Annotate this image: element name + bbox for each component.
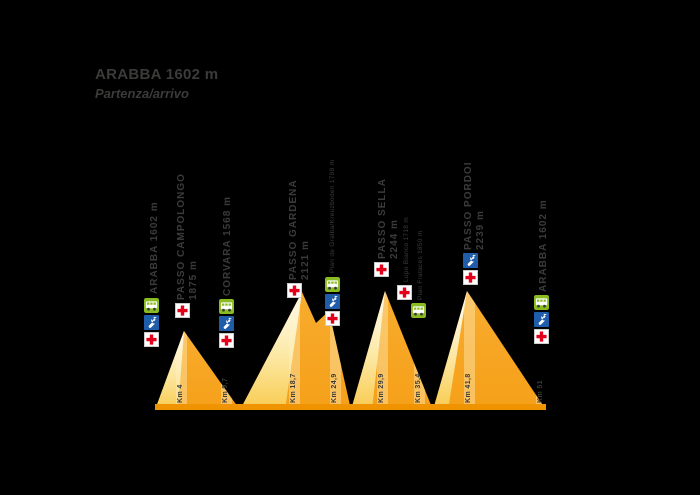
waypoint-label-line: PASSO CAMPOLONGO — [176, 173, 187, 300]
first-aid-cross-icon — [287, 283, 302, 298]
waypoint-label-line: 2244 m — [389, 219, 400, 259]
waypoint-icon-stack-5 — [374, 262, 389, 277]
km-mark-2: Km 18,7 — [290, 373, 297, 403]
waypoint-icon-stack-2 — [219, 299, 234, 348]
first-aid-cross-icon — [534, 329, 549, 344]
waypoint-label-8: PASSO PORDOI 2239 m — [463, 162, 487, 251]
km-mark-4: Km 29,9 — [378, 373, 385, 403]
wrench-service-icon — [534, 312, 549, 327]
km-stripe-5 — [414, 291, 425, 404]
km-stripe-0 — [176, 291, 187, 404]
first-aid-cross-icon — [144, 332, 159, 347]
km-mark-7: Km 51 — [537, 379, 544, 403]
km-mark-3: Km 24,9 — [331, 373, 338, 403]
page-subtitle: Partenza/arrivo — [95, 86, 189, 101]
wrench-service-icon — [144, 315, 159, 330]
shuttle-bus-icon — [219, 299, 234, 314]
first-aid-cross-icon — [374, 262, 389, 277]
shuttle-bus-icon — [325, 277, 340, 292]
waypoint-label-1: PASSO CAMPOLONGO 1875 m — [176, 173, 200, 300]
km-mark-5: Km 35,4 — [415, 373, 422, 403]
mountain-light-face-2 — [351, 291, 385, 410]
waypoint-icon-stack-6 — [397, 285, 412, 300]
waypoint-label-line: 2239 m — [475, 210, 486, 250]
wrench-service-icon — [325, 294, 340, 309]
first-aid-cross-icon — [175, 303, 190, 318]
waypoint-icon-stack-9 — [534, 295, 549, 344]
waypoint-icon-stack-0 — [144, 298, 159, 347]
first-aid-cross-icon — [463, 270, 478, 285]
km-mark-1: Km 9,7 — [222, 377, 229, 403]
waypoint-label-6: Lupo Bianco 1718 m — [403, 217, 411, 282]
waypoint-label-line: CORVARA 1568 m — [222, 196, 233, 296]
shuttle-bus-icon — [144, 298, 159, 313]
waypoint-icon-stack-1 — [175, 303, 190, 318]
waypoint-label-line: Lupo Bianco 1718 m — [403, 216, 410, 282]
mountain-light-face-1 — [240, 292, 302, 410]
waypoint-label-line: PASSO SELLA — [377, 178, 388, 259]
km-stripe-3 — [330, 291, 341, 404]
km-stripe-6 — [464, 291, 475, 404]
waypoint-icon-stack-4 — [325, 277, 340, 326]
waypoint-label-7: Pian Frataces 1850 m — [417, 230, 425, 300]
wrench-service-icon — [219, 316, 234, 331]
waypoint-label-2: CORVARA 1568 m — [222, 196, 234, 296]
first-aid-cross-icon — [325, 311, 340, 326]
waypoint-label-line: Pian Frataces 1850 m — [417, 230, 424, 300]
waypoint-label-0: ARABBA 1602 m — [149, 201, 161, 294]
waypoint-label-9: ARABBA 1602 m — [538, 199, 550, 292]
waypoint-label-line: PASSO PORDOI — [463, 161, 474, 251]
first-aid-cross-icon — [219, 333, 234, 348]
km-mark-6: Km 41,8 — [465, 373, 472, 403]
first-aid-cross-icon — [397, 285, 412, 300]
waypoint-label-line: Plan de Gralba/Kreuzboden 1798 m — [329, 159, 336, 273]
waypoint-label-line: ARABBA 1602 m — [149, 201, 160, 294]
waypoint-label-line: ARABBA 1602 m — [538, 199, 549, 292]
waypoint-label-line: 1875 m — [188, 260, 199, 300]
mountain-light-face-0 — [155, 331, 184, 410]
wrench-service-icon — [463, 253, 478, 268]
km-mark-0: Km 4 — [177, 384, 184, 403]
page-title: ARABBA 1602 m — [95, 66, 219, 83]
shuttle-bus-icon — [411, 303, 426, 318]
waypoint-label-4: Plan de Gralba/Kreuzboden 1798 m — [329, 160, 337, 273]
waypoint-label-5: PASSO SELLA 2244 m — [377, 178, 401, 259]
km-stripe-2 — [289, 291, 300, 404]
profile-base-strip — [155, 404, 546, 410]
title-block: ARABBA 1602 m Partenza/arrivo — [95, 66, 218, 101]
waypoint-label-3: PASSO GARDENA 2121 m — [288, 179, 312, 280]
shuttle-bus-icon — [534, 295, 549, 310]
mountain-light-face-3 — [433, 291, 467, 410]
waypoint-icon-stack-3 — [287, 283, 302, 298]
km-stripe-4 — [377, 291, 388, 404]
waypoint-label-line: 2121 m — [300, 240, 311, 280]
waypoint-label-line: PASSO GARDENA — [288, 179, 299, 280]
waypoint-icon-stack-8 — [463, 253, 478, 285]
waypoint-icon-stack-7 — [411, 303, 426, 318]
